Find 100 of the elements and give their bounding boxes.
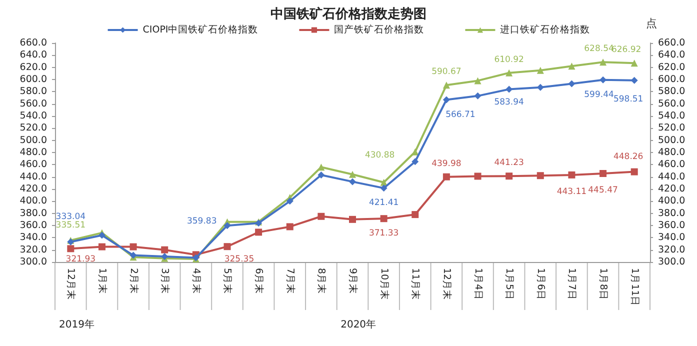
data-label: 610.92 bbox=[494, 54, 524, 65]
x-tick-label: 1月7日 bbox=[566, 268, 578, 300]
data-label: 626.92 bbox=[611, 45, 642, 56]
x-tick-label: 1月末 bbox=[96, 268, 108, 294]
point bbox=[318, 212, 325, 220]
x-tick-label: 7月末 bbox=[284, 268, 296, 294]
point bbox=[286, 198, 294, 205]
x-tick-label: 1月4日 bbox=[472, 268, 484, 300]
text: 2019年 bbox=[59, 318, 94, 330]
data-label: 628.54 bbox=[584, 44, 614, 54]
data-label: 371.33 bbox=[368, 228, 399, 239]
y2-tick-label: 480.0 bbox=[658, 147, 686, 158]
point bbox=[568, 171, 576, 178]
x-tick-label: 12月末 bbox=[440, 268, 453, 300]
chart-title: 中国铁矿石价格指数走势图 bbox=[270, 6, 426, 22]
y-tick-label: 440.0 bbox=[20, 171, 47, 182]
x-tick-label: 4月末 bbox=[190, 268, 202, 294]
point bbox=[442, 173, 450, 180]
y-tick-label: 620.0 bbox=[20, 62, 47, 73]
y2-tick-label: 420.0 bbox=[658, 184, 686, 194]
y-tick-label: 400.0 bbox=[20, 196, 47, 207]
y2-tick-label: 600.0 bbox=[658, 74, 686, 85]
data-label: 333.04 bbox=[56, 212, 86, 222]
y-tick-label: 320.0 bbox=[20, 244, 47, 256]
y-tick-label: 460.0 bbox=[20, 159, 47, 170]
point bbox=[412, 211, 419, 218]
point bbox=[536, 172, 544, 180]
point bbox=[130, 243, 137, 250]
point bbox=[349, 216, 356, 223]
y-tick-label: 300.0 bbox=[20, 256, 47, 268]
data-label: 441.23 bbox=[494, 158, 524, 168]
data-label: 445.47 bbox=[588, 186, 618, 196]
x-tick-label: 12月末 bbox=[65, 268, 78, 300]
data-label: 590.67 bbox=[432, 67, 462, 78]
y-tick-label: 340.0 bbox=[20, 232, 47, 244]
data-label: 335.51 bbox=[56, 220, 86, 230]
point bbox=[161, 246, 168, 254]
y2-tick-label: 560.0 bbox=[658, 98, 686, 110]
y-tick-label: 480.0 bbox=[20, 147, 47, 158]
point bbox=[506, 69, 513, 76]
point bbox=[349, 170, 356, 178]
point bbox=[630, 76, 638, 84]
x-tick-label: 5月末 bbox=[222, 268, 234, 294]
point bbox=[224, 243, 231, 250]
point bbox=[630, 168, 638, 176]
y2-tick-label: 660.0 bbox=[658, 38, 686, 48]
point bbox=[67, 245, 74, 252]
point bbox=[318, 172, 325, 179]
x-tick-label: 10月末 bbox=[378, 268, 390, 300]
data-label: 321.93 bbox=[66, 254, 96, 265]
y2-tick-label: 580.0 bbox=[658, 86, 686, 98]
x-tick-label: 6月末 bbox=[253, 268, 266, 294]
y2-tick-label: 540.0 bbox=[658, 110, 686, 122]
point bbox=[506, 86, 513, 93]
point bbox=[568, 80, 576, 88]
y2-tick-label: 320.0 bbox=[658, 244, 686, 256]
point bbox=[380, 184, 388, 192]
y2-tick-label: 400.0 bbox=[658, 196, 686, 207]
point bbox=[474, 92, 482, 100]
point bbox=[474, 172, 482, 180]
point bbox=[568, 62, 576, 70]
point bbox=[442, 82, 450, 89]
y2-tick-label: 340.0 bbox=[658, 232, 686, 244]
x-tick-label: 3月末 bbox=[159, 268, 172, 294]
point bbox=[600, 170, 607, 178]
legend-label: 进口铁矿石价格指数 bbox=[500, 24, 590, 36]
point bbox=[630, 60, 638, 67]
y-tick-label: 420.0 bbox=[20, 184, 47, 194]
y2-tick-label: 620.0 bbox=[658, 62, 686, 73]
point bbox=[600, 76, 607, 84]
data-label: 448.26 bbox=[613, 152, 644, 162]
text: 2020年 bbox=[340, 318, 376, 330]
data-label: 583.94 bbox=[494, 97, 524, 108]
point bbox=[442, 96, 450, 104]
x-tick-label: 2月末 bbox=[128, 268, 140, 294]
point bbox=[349, 178, 356, 186]
y2-tick-label: 300.0 bbox=[658, 256, 686, 268]
x-tick-label: 1月8日 bbox=[598, 268, 609, 300]
y2-tick-label: 640.0 bbox=[658, 50, 686, 61]
point bbox=[506, 172, 513, 180]
x-tick-label: 11月末 bbox=[410, 268, 422, 300]
y2-tick-label: 360.0 bbox=[658, 220, 686, 231]
y-tick-label: 520.0 bbox=[20, 122, 47, 134]
data-label: 325.35 bbox=[224, 254, 254, 265]
point bbox=[412, 148, 419, 156]
data-label: 443.11 bbox=[556, 186, 587, 197]
point bbox=[318, 164, 325, 171]
data-label: 439.98 bbox=[432, 158, 462, 169]
y2-tick-label: 440.0 bbox=[658, 171, 686, 182]
legend-label: 国产铁矿石价格指数 bbox=[334, 24, 424, 36]
point bbox=[536, 84, 544, 91]
data-label: 421.41 bbox=[368, 198, 399, 208]
point bbox=[536, 66, 544, 74]
y-tick-label: 560.0 bbox=[20, 98, 47, 110]
point bbox=[474, 77, 482, 84]
x-tick-label: 8月末 bbox=[316, 268, 328, 294]
data-label: 566.71 bbox=[446, 110, 476, 120]
y-tick-label: 660.0 bbox=[20, 38, 47, 48]
point bbox=[380, 215, 388, 222]
x-tick-label: 1月5日 bbox=[504, 268, 515, 300]
